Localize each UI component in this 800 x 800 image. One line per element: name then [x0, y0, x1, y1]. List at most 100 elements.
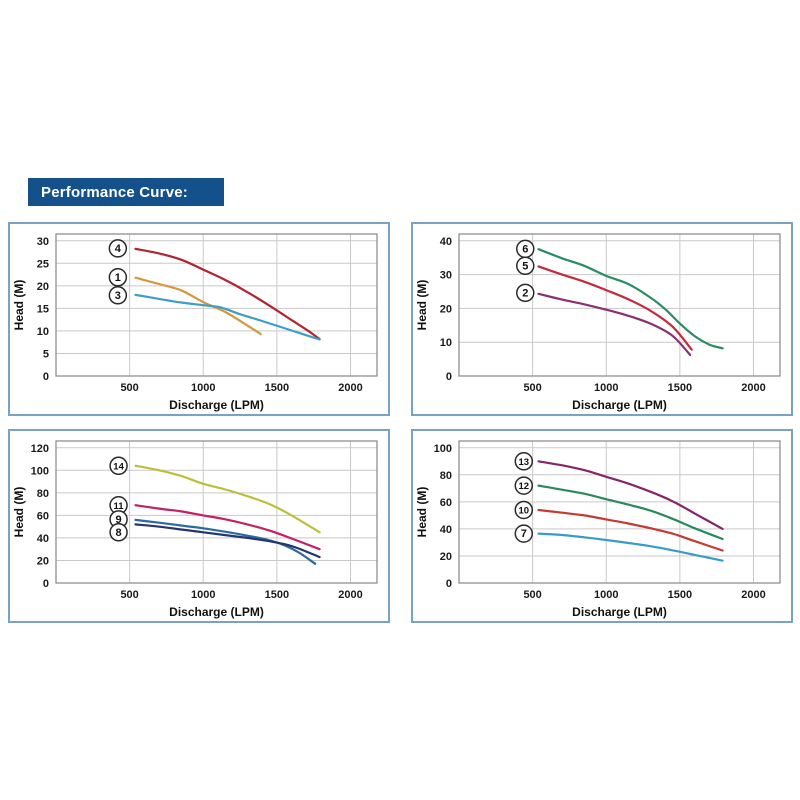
y-tick-label: 0: [446, 578, 452, 590]
x-tick-label: 1500: [265, 382, 289, 394]
y-tick-label: 10: [37, 326, 49, 338]
x-tick-label: 500: [523, 382, 541, 394]
series-label-number: 7: [521, 528, 527, 540]
series-label-circle: [108, 239, 128, 258]
curve-10: [537, 508, 724, 552]
series-label-14: 14: [109, 456, 128, 476]
series-label-2: 2: [516, 283, 535, 303]
y-tick-label: 0: [43, 578, 49, 590]
series-label-1: 1: [108, 268, 128, 287]
series-label-number: 3: [115, 290, 121, 302]
curve-5: [537, 265, 693, 351]
series-label-number: 1: [115, 272, 121, 284]
y-tick-label: 25: [37, 258, 49, 270]
series-label-number: 4: [115, 243, 122, 255]
plot-frame: [458, 233, 781, 377]
y-tick-label: 40: [440, 524, 452, 536]
gridlines: [56, 234, 377, 376]
x-tick-label: 1500: [668, 589, 692, 601]
x-tick-label: 2000: [338, 382, 362, 394]
series-label-number: 12: [518, 481, 529, 492]
x-tick-label: 1500: [265, 589, 289, 601]
gridlines: [56, 441, 377, 583]
y-tick-label: 30: [440, 270, 452, 282]
y-tick-label: 100: [434, 443, 452, 455]
y-tick-label: 20: [440, 551, 452, 563]
series-label-7: 7: [514, 524, 534, 543]
series-label-number: 6: [522, 243, 528, 255]
series-label-number: 13: [518, 457, 529, 468]
chart-panel-bottom-right: 500 1000 1500 2000 0 20 40 60 80 100 Discharge (LP…: [411, 429, 793, 623]
gridlines: [459, 234, 780, 376]
y-tick-label: 80: [37, 488, 49, 500]
y-tick-label: 20: [37, 281, 49, 293]
y-tick-label: 15: [37, 303, 49, 315]
series-label-circle: [516, 283, 535, 303]
curve-7: [537, 532, 724, 562]
x-tick-label: 2000: [741, 589, 765, 601]
y-tick-label: 20: [440, 303, 452, 315]
series-label-circle: [514, 500, 534, 520]
y-tick-label: 40: [37, 533, 49, 545]
y-axis-label: Head (M): [415, 280, 429, 331]
curve-3: [134, 293, 321, 341]
series-label-number: 9: [116, 514, 122, 526]
y-tick-label: 80: [440, 470, 452, 482]
series-label-circle: [108, 286, 128, 305]
series-label-number: 5: [522, 260, 528, 272]
series-label-number: 14: [113, 461, 124, 472]
curve-12: [537, 484, 724, 541]
x-tick-label: 2000: [338, 589, 362, 601]
y-tick-label: 0: [446, 371, 452, 383]
curve-11: [134, 504, 321, 551]
y-tick-label: 40: [440, 236, 452, 248]
chart-panel-top-left: 500 1000 1500 2000 0 5 10 15 20 25 30 Discharge (LP…: [8, 222, 390, 416]
x-tick-label: 500: [120, 589, 138, 601]
series-label-6: 6: [516, 239, 535, 259]
chart-bottom-right: 500 1000 1500 2000 0 20 40 60 80 100 Discharge (LP…: [415, 440, 781, 619]
curve-1: [134, 276, 262, 336]
series-label-13: 13: [514, 452, 534, 471]
y-tick-label: 0: [43, 371, 49, 383]
chart-bottom-left: 500 1000 1500 2000 0 20 40 60 80 100 120 Discharge …: [12, 440, 378, 619]
series-label-number: 2: [522, 287, 528, 299]
series-label-number: 8: [116, 527, 122, 539]
series-label-10: 10: [514, 500, 534, 520]
x-tick-label: 2000: [741, 382, 765, 394]
x-tick-label: 1500: [668, 382, 692, 394]
series-label-number: 11: [114, 501, 125, 512]
y-tick-label: 20: [37, 555, 49, 567]
curve-4: [134, 247, 321, 341]
plot-frame: [458, 440, 781, 584]
y-axis-label: Head (M): [12, 280, 26, 331]
x-tick-label: 1000: [191, 382, 215, 394]
x-tick-label: 500: [120, 382, 138, 394]
y-tick-label: 60: [440, 497, 452, 509]
series-label-circle: [514, 476, 534, 495]
y-axis-label: Head (M): [415, 487, 429, 538]
series-label-circle: [516, 256, 535, 276]
section-title-bar: Performance Curve:: [28, 178, 224, 206]
series-label-3: 3: [108, 286, 128, 305]
y-tick-label: 30: [37, 236, 49, 248]
series-label-8: 8: [109, 523, 128, 542]
curve-2: [537, 292, 692, 357]
gridlines: [459, 441, 780, 583]
chart-panel-top-right: 500 1000 1500 2000 0 10 20 30 40 Discharge (LPM) H…: [411, 222, 793, 416]
x-axis-label: Discharge (LPM): [169, 605, 264, 619]
x-axis-label: Discharge (LPM): [169, 398, 264, 412]
series-label-4: 4: [108, 239, 128, 258]
series-label-12: 12: [514, 476, 534, 495]
y-tick-label: 60: [37, 510, 49, 522]
section-title-text: Performance Curve:: [41, 183, 188, 201]
y-tick-label: 5: [43, 348, 49, 360]
series-label-circle: [108, 268, 128, 287]
y-tick-label: 10: [440, 337, 452, 349]
plot-frame: [55, 233, 378, 377]
curve-13: [537, 460, 724, 530]
chart-top-left: 500 1000 1500 2000 0 5 10 15 20 25 30 Discharge (LP…: [12, 233, 378, 412]
x-axis-label: Discharge (LPM): [572, 398, 667, 412]
series-label-circle: [514, 452, 534, 471]
y-tick-label: 120: [31, 443, 49, 455]
y-tick-label: 100: [31, 465, 49, 477]
